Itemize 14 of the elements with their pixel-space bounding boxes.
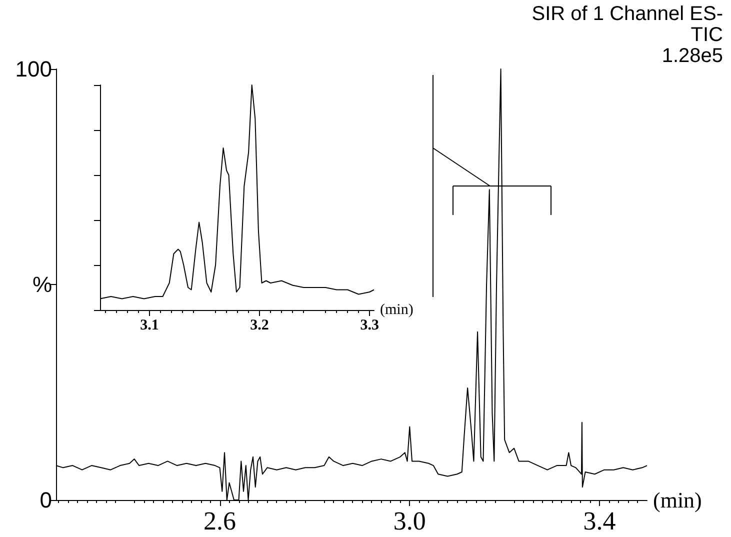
y-tick-label: % [32, 272, 52, 297]
x-tick-label: 3.4 [583, 506, 616, 536]
x-tick-label: 3.1 [140, 318, 159, 334]
y-tick-label: 100 [15, 56, 52, 82]
text: 1.28e5 [662, 45, 723, 67]
x-tick-label: 2.6 [204, 506, 236, 536]
x-tick-label: 3.3 [360, 318, 379, 334]
x-tick-label: 3.0 [393, 506, 426, 536]
x-axis-title: (min) [380, 302, 414, 318]
x-axis-title: (min) [653, 488, 702, 512]
text: TIC [690, 24, 723, 46]
chart-title: SIR of 1 Channel ES- [532, 3, 723, 25]
x-tick-label: 3.2 [250, 318, 269, 334]
y-tick-label: 0 [40, 488, 52, 512]
